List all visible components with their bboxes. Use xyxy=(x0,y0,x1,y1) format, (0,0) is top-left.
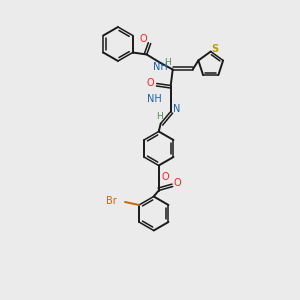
Text: O: O xyxy=(140,34,148,44)
Text: O: O xyxy=(162,172,169,182)
Text: H: H xyxy=(156,112,163,121)
Text: NH: NH xyxy=(147,94,162,103)
Text: O: O xyxy=(147,77,154,88)
Text: Br: Br xyxy=(106,196,117,206)
Text: O: O xyxy=(174,178,182,188)
Text: H: H xyxy=(164,58,171,67)
Text: N: N xyxy=(173,103,180,113)
Text: NH: NH xyxy=(153,62,168,73)
Text: S: S xyxy=(211,44,218,53)
